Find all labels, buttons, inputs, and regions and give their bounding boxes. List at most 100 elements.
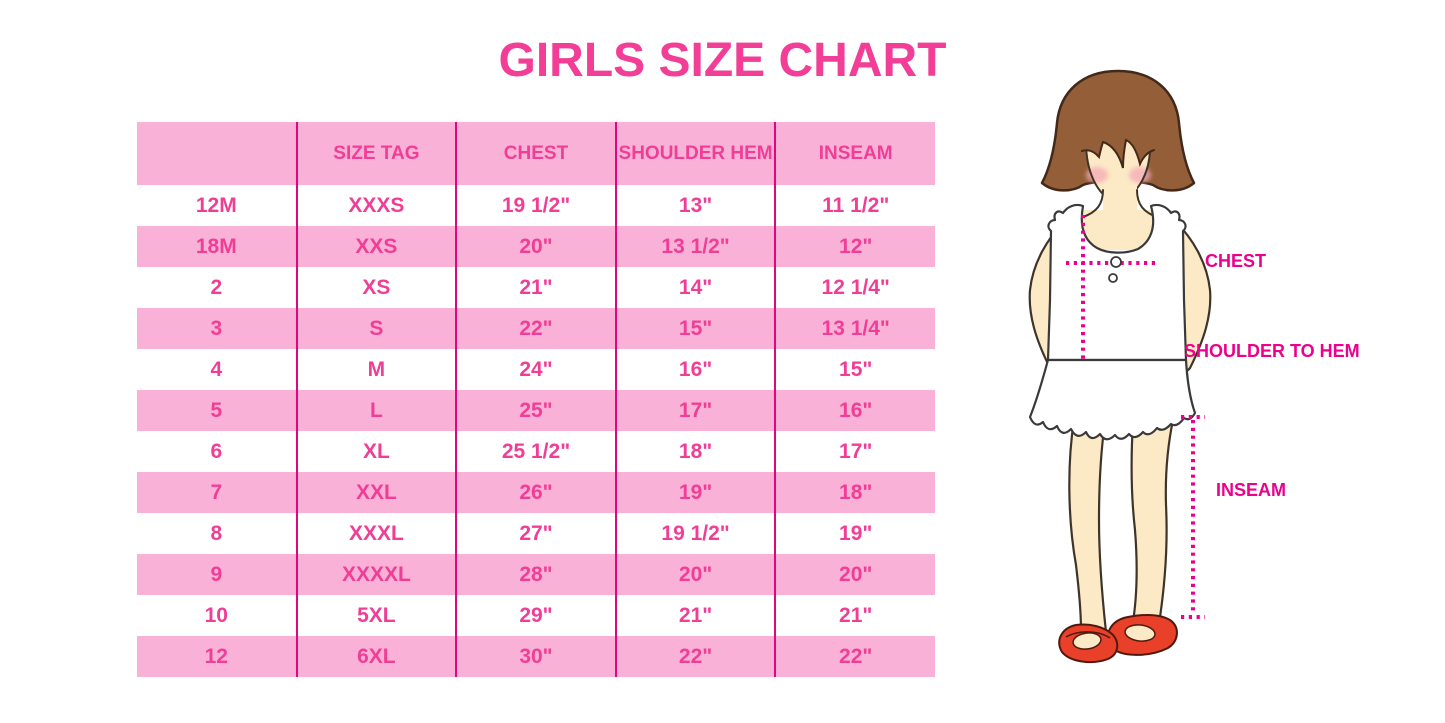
shoe-left-opening [1072, 632, 1102, 650]
blush-left [1086, 167, 1108, 183]
table-cell: XL [296, 431, 458, 472]
table-cell: XXXXL [296, 554, 458, 595]
dress-button-top [1110, 256, 1122, 268]
table-row: 3 S 22" 15" 13 1/4" [137, 308, 935, 349]
table-cell: 21" [615, 595, 777, 636]
table-cell: 19 1/2" [615, 513, 777, 554]
table-cell: 17" [615, 390, 777, 431]
table-cell: 12M [137, 185, 298, 226]
table-cell: 9 [137, 554, 298, 595]
table-cell: 12 1/4" [775, 267, 935, 308]
column-header-inseam: INSEAM [775, 122, 935, 185]
table-cell: 25 1/2" [456, 431, 617, 472]
bangs [1082, 126, 1154, 168]
column-header-chest: CHEST [456, 122, 617, 185]
leg-left [1068, 418, 1109, 648]
dress-button-bottom [1108, 273, 1118, 283]
table-header-row: SIZE TAG CHEST SHOULDER HEM INSEAM [137, 122, 935, 185]
table-cell: 22" [775, 636, 935, 677]
table-cell: 15" [775, 349, 935, 390]
table-cell: 30" [456, 636, 617, 677]
column-header-size-tag: SIZE TAG [296, 122, 458, 185]
inseam-label: INSEAM [1216, 480, 1287, 500]
table-cell: 10 [137, 595, 298, 636]
table-cell: 8 [137, 513, 298, 554]
table-cell: 11 1/2" [775, 185, 935, 226]
table-cell: M [296, 349, 458, 390]
table-cell: XXXS [296, 185, 458, 226]
table-cell: 19" [775, 513, 935, 554]
table-cell: 21" [775, 595, 935, 636]
table-cell: 16" [615, 349, 777, 390]
table-row: 6 XL 25 1/2" 18" 17" [137, 431, 935, 472]
table-row: 5 L 25" 17" 16" [137, 390, 935, 431]
table-cell: 28" [456, 554, 617, 595]
table-row: 8 XXXL 27" 19 1/2" 19" [137, 513, 935, 554]
table-cell: 2 [137, 267, 298, 308]
table-row: 4 M 24" 16" 15" [137, 349, 935, 390]
table-cell: 13 1/4" [775, 308, 935, 349]
table-cell: XXXL [296, 513, 458, 554]
shoe-right-opening [1124, 624, 1156, 642]
table-cell: 6 [137, 431, 298, 472]
table-cell: 6XL [296, 636, 458, 677]
table-cell: XXL [296, 472, 458, 513]
table-row: 18M XXS 20" 13 1/2" 12" [137, 226, 935, 267]
table-cell: S [296, 308, 458, 349]
table-cell: 22" [456, 308, 617, 349]
table-cell: 24" [456, 349, 617, 390]
bangs-outline [1081, 138, 1155, 169]
table-header: SIZE TAG CHEST SHOULDER HEM INSEAM [137, 122, 935, 185]
table-cell: 5XL [296, 595, 458, 636]
table-cell: 19" [615, 472, 777, 513]
table-cell: 18" [775, 472, 935, 513]
dress-bodice [1046, 203, 1188, 362]
table-cell: 22" [615, 636, 777, 677]
table-cell: 18M [137, 226, 298, 267]
table-cell: 21" [456, 267, 617, 308]
table-row: 7 XXL 26" 19" 18" [137, 472, 935, 513]
table-cell: 20" [456, 226, 617, 267]
table-cell: 5 [137, 390, 298, 431]
size-table-body: 12M XXXS 19 1/2" 13" 11 1/2" 18M XXS 20" 13 1/2"… [137, 185, 935, 677]
table-row: 2 XS 21" 14" 12 1/4" [137, 267, 935, 308]
page-title: GIRLS SIZE CHART [498, 34, 947, 87]
table-cell: 18" [615, 431, 777, 472]
chest-skin [1068, 210, 1172, 250]
table-cell: XXS [296, 226, 458, 267]
table-cell: 15" [615, 308, 777, 349]
chest-label: CHEST [1205, 251, 1267, 271]
table-cell: 13" [615, 185, 777, 226]
table-cell: 16" [775, 390, 935, 431]
table-row: 9 XXXXL 28" 20" 20" [137, 554, 935, 595]
table-cell: 3 [137, 308, 298, 349]
table-cell: 20" [615, 554, 777, 595]
size-chart-table: SIZE TAG CHEST SHOULDER HEM INSEAM 12M XX… [137, 122, 935, 677]
table-cell: 7 [137, 472, 298, 513]
shoulder-to-hem-label: SHOULDER TO HEM [1184, 341, 1360, 361]
leg-right [1128, 418, 1175, 642]
shoe-left-strap [1065, 631, 1111, 639]
table-cell: 17" [775, 431, 935, 472]
table-row: 12 6XL 30" 22" 22" [137, 636, 935, 677]
table-cell: 14" [615, 267, 777, 308]
table-cell: 27" [456, 513, 617, 554]
table-cell: 25" [456, 390, 617, 431]
neck-outline-left [1082, 189, 1104, 218]
table-cell: 29" [456, 595, 617, 636]
dress-skirt [1028, 358, 1197, 441]
table-cell: 20" [775, 554, 935, 595]
table-cell: XS [296, 267, 458, 308]
table-row: 12M XXXS 19 1/2" 13" 11 1/2" [137, 185, 935, 226]
table-cell: 12" [775, 226, 935, 267]
table-cell: 4 [137, 349, 298, 390]
table-cell: 26" [456, 472, 617, 513]
table-cell: L [296, 390, 458, 431]
column-header-size [137, 122, 298, 185]
table-row: 10 5XL 29" 21" 21" [137, 595, 935, 636]
column-header-shoulder-hem: SHOULDER HEM [615, 122, 777, 185]
table-cell: 12 [137, 636, 298, 677]
girl-illustration [1028, 69, 1212, 664]
table-cell: 13 1/2" [615, 226, 777, 267]
table-cell: 19 1/2" [456, 185, 617, 226]
